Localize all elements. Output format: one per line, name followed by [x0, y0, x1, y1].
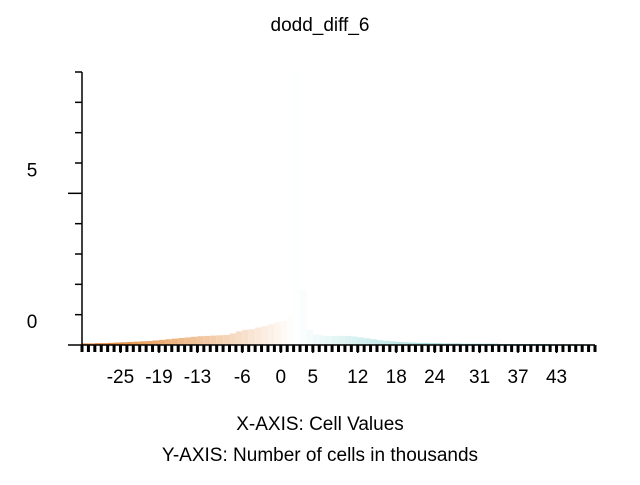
chart-title: dodd_diff_6 — [271, 15, 370, 36]
bar — [114, 342, 121, 345]
bar — [274, 322, 281, 345]
bar — [178, 338, 185, 345]
x-tick-label: -25 — [107, 367, 134, 388]
bar — [332, 335, 339, 345]
bar — [165, 339, 172, 345]
x-tick-label: -19 — [145, 367, 172, 388]
bar — [293, 72, 301, 345]
bar — [146, 341, 153, 345]
bar — [306, 329, 313, 345]
y-tick-label: 0 — [27, 312, 38, 333]
bar — [351, 336, 358, 345]
bar — [453, 343, 461, 345]
bar — [415, 342, 422, 345]
bar — [191, 336, 198, 345]
y-axis-label: Y-AXIS: Number of cells in thousands — [162, 445, 478, 466]
bar — [402, 342, 410, 345]
bar — [396, 341, 403, 345]
bar — [409, 342, 416, 345]
x-tick-label: 5 — [308, 367, 319, 388]
bar — [223, 334, 230, 345]
bar — [101, 343, 108, 345]
x-tick-label: 12 — [347, 367, 368, 388]
bar — [319, 335, 326, 345]
bar — [88, 343, 95, 345]
x-tick-label: -6 — [234, 367, 251, 388]
x-tick-label: 31 — [469, 367, 490, 388]
x-tick-label: 43 — [546, 367, 567, 388]
bar — [267, 324, 275, 345]
bar — [428, 343, 435, 345]
bar — [107, 342, 115, 345]
bar — [94, 343, 102, 345]
bar — [261, 326, 268, 345]
bar — [280, 320, 288, 345]
bar — [82, 343, 89, 345]
bar — [158, 339, 166, 345]
bar — [120, 342, 127, 345]
bar — [139, 341, 147, 345]
bar — [364, 338, 371, 345]
bar — [235, 331, 243, 345]
x-tick-label: 0 — [275, 367, 286, 388]
bar — [325, 335, 333, 345]
bar — [248, 329, 256, 345]
bar — [171, 338, 179, 345]
bar — [357, 337, 365, 345]
bar — [434, 343, 442, 345]
bar — [421, 342, 429, 345]
bar — [344, 335, 352, 345]
x-tick-label: -13 — [184, 367, 211, 388]
bar — [447, 343, 454, 345]
y-tick-label: 5 — [27, 160, 38, 181]
x-tick-label: 24 — [424, 367, 446, 388]
bar — [338, 335, 345, 345]
x-axis-label: X-AXIS: Cell Values — [236, 414, 404, 435]
bar — [133, 341, 140, 345]
bar — [216, 335, 224, 345]
bar — [184, 337, 192, 345]
bar — [242, 329, 249, 345]
bar — [197, 336, 204, 345]
bar — [441, 343, 448, 345]
bar — [312, 334, 320, 345]
bar — [389, 341, 397, 345]
bar — [255, 327, 262, 345]
bar — [370, 339, 377, 345]
x-tick-label: 37 — [507, 367, 528, 388]
bar — [203, 335, 211, 345]
bar — [126, 341, 134, 345]
bar — [229, 333, 236, 345]
bar — [383, 340, 390, 345]
bar — [210, 335, 217, 345]
bar — [300, 290, 307, 345]
bar — [287, 317, 294, 345]
x-tick-label: 18 — [386, 367, 407, 388]
bar — [376, 340, 384, 345]
bar — [152, 340, 159, 345]
plot-area: -25 -19 -13 -6 0 5 12 18 24 31 37 43 0 5 — [27, 71, 597, 388]
